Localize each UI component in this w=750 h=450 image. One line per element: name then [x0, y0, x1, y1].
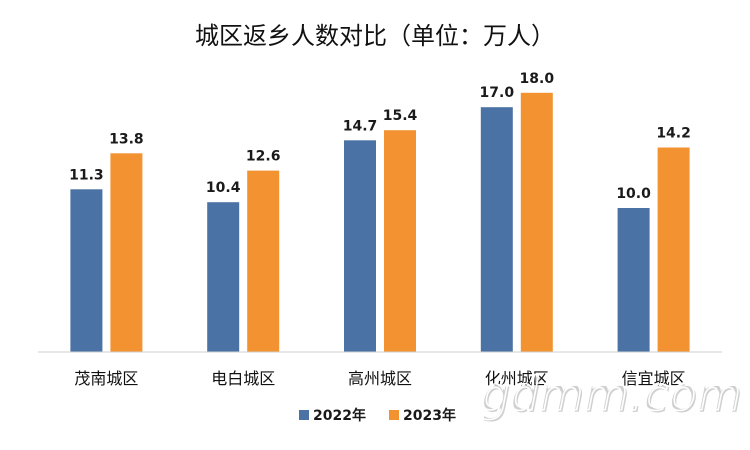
watermark-text: gdmm.com [480, 367, 741, 421]
data-label-series2-2: 15.4 [383, 108, 418, 124]
legend-label-1: 2022年 [313, 407, 366, 424]
bar-series2-2 [384, 130, 416, 352]
chart-title: 城区返乡人数对比（单位：万人） [195, 22, 555, 50]
category-label-3: 化州城区 [485, 369, 549, 388]
bar-series1-2 [344, 140, 376, 352]
data-label-series1-2: 14.7 [343, 118, 378, 134]
bar-series1-0 [70, 189, 103, 352]
bar-series2-1 [247, 170, 280, 352]
bar-series1-3 [480, 107, 513, 352]
legend-swatch-2 [389, 410, 399, 420]
bar-series1-4 [617, 208, 650, 352]
watermark: gdmm.com gdmm.com [479, 366, 743, 423]
category-label-1: 电白城区 [211, 369, 275, 388]
bar-series2-0 [110, 153, 143, 352]
data-label-series1-4: 10.0 [616, 186, 651, 202]
data-label-series1-0: 11.3 [69, 167, 104, 183]
bar-series1-1 [207, 202, 240, 352]
category-label-4: 信宜城区 [622, 369, 686, 388]
category-label-2: 高州城区 [348, 369, 412, 388]
labels-layer: 11.3 13.8 10.4 12.6 14.7 15.4 17.0 18.0 10.0 14.2 [69, 71, 691, 202]
bar-series2-3 [520, 92, 553, 353]
data-label-series1-3: 17.0 [480, 85, 515, 101]
data-label-series2-4: 14.2 [656, 126, 691, 142]
data-label-series2-1: 12.6 [246, 149, 281, 165]
category-labels: 茂南城区 电白城区 高州城区 化州城区 信宜城区 [74, 369, 685, 388]
data-label-series1-1: 10.4 [206, 180, 241, 196]
legend-label-2: 2023年 [403, 407, 456, 424]
legend-swatch-1 [299, 410, 309, 420]
data-label-series2-3: 18.0 [520, 71, 555, 87]
bars-layer [70, 92, 690, 353]
watermark-text-shadow: gdmm.com [482, 369, 743, 423]
bar-series2-4 [657, 147, 690, 352]
data-label-series2-0: 13.8 [109, 131, 144, 147]
category-label-0: 茂南城区 [74, 369, 138, 388]
legend: 2022年 2023年 [299, 407, 456, 424]
